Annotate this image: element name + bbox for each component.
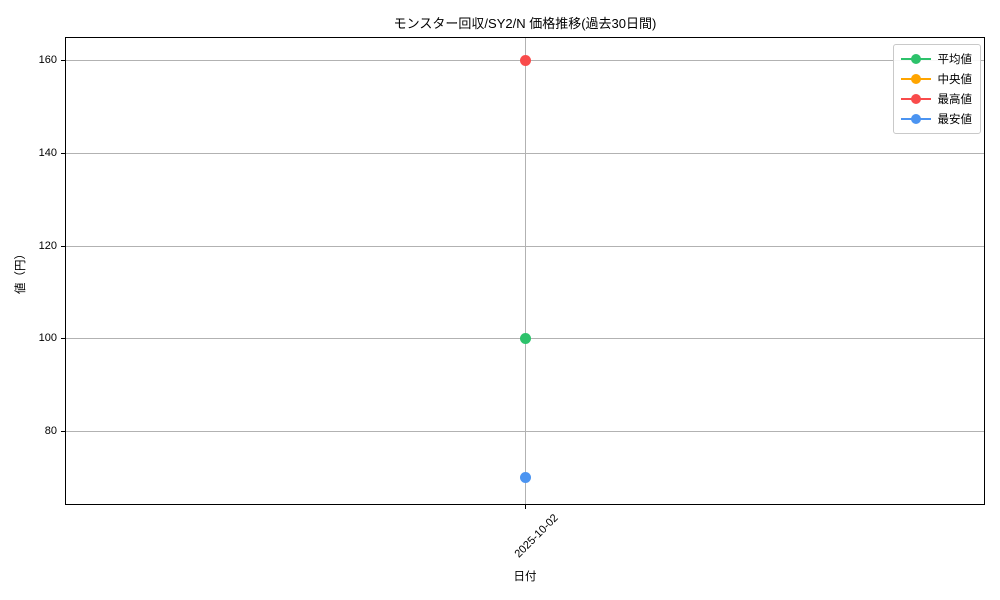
y-tick-label: 160 <box>38 54 57 66</box>
legend-entry: 最高値 <box>900 90 973 108</box>
legend-dot <box>910 54 921 64</box>
legend-label: 最安値 <box>937 114 973 126</box>
y-tick-label: 100 <box>38 332 57 344</box>
x-tick-mark <box>525 505 526 509</box>
plot-area <box>65 37 985 505</box>
y-tick-label: 80 <box>44 425 57 437</box>
x-tick-label: 2025-10-02 <box>512 512 561 561</box>
legend-entry: 最安値 <box>900 110 973 128</box>
data-point-marker <box>519 332 531 344</box>
legend-dot <box>910 114 921 124</box>
legend-dot <box>910 94 921 104</box>
y-tick-label: 140 <box>38 147 57 159</box>
x-axis-label: 日付 <box>513 571 537 583</box>
legend-marker-icon <box>900 74 931 85</box>
y-tick-mark <box>61 153 65 154</box>
legend-label: 最高値 <box>937 94 973 106</box>
data-point-marker <box>519 471 531 483</box>
y-axis-label: 値（円） <box>15 248 27 294</box>
legend-marker-icon <box>900 114 931 125</box>
y-tick-label: 120 <box>38 240 57 252</box>
y-tick-mark <box>61 60 65 61</box>
legend-marker-icon <box>900 54 931 65</box>
legend-entry: 中央値 <box>900 70 973 88</box>
legend-label: 平均値 <box>937 54 973 66</box>
y-tick-mark <box>61 338 65 339</box>
x-gridline <box>525 37 526 505</box>
chart-title: モンスター回収/SY2/N 価格推移(過去30日間) <box>393 16 657 31</box>
legend-entry: 平均値 <box>900 50 973 68</box>
legend: 平均値中央値最高値最安値 <box>892 44 981 134</box>
y-tick-mark <box>61 431 65 432</box>
data-point-marker <box>519 54 531 66</box>
legend-marker-icon <box>900 94 931 105</box>
y-tick-mark <box>61 246 65 247</box>
legend-label: 中央値 <box>937 74 973 86</box>
legend-dot <box>910 74 921 84</box>
